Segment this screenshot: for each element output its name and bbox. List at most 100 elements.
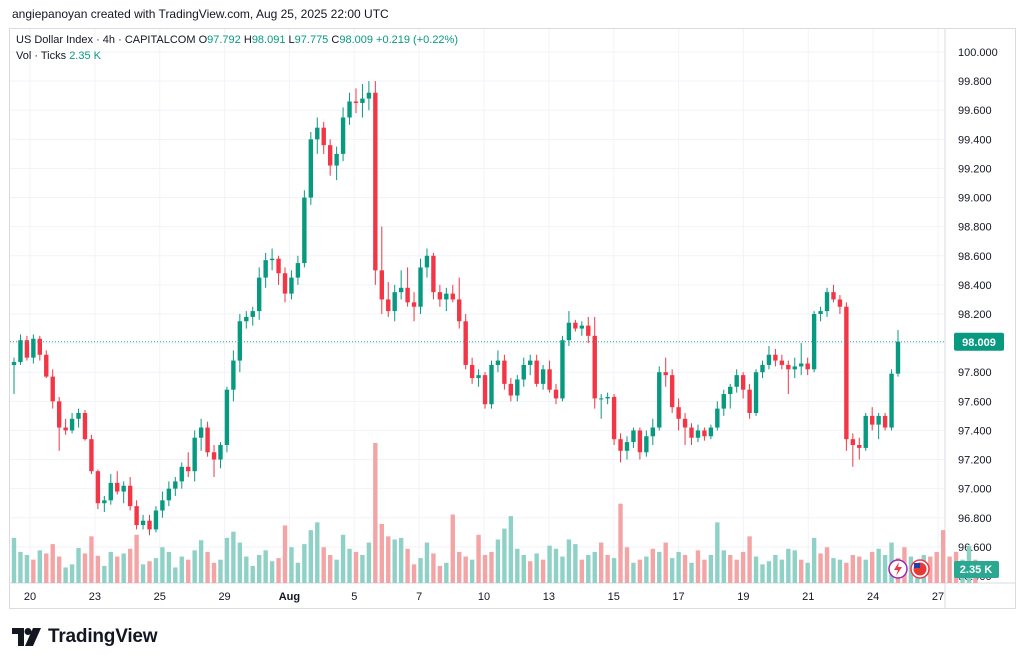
y-tick-label: 99.600: [958, 105, 992, 117]
candle-body: [257, 277, 262, 312]
volume-bar: [579, 559, 585, 583]
candle-body: [224, 389, 230, 445]
candle-body: [89, 439, 94, 472]
y-tick-label: 100.000: [958, 47, 998, 59]
volume-bar: [192, 550, 197, 583]
candle-body: [315, 127, 320, 140]
candle-body: [476, 375, 481, 379]
x-tick-label: 21: [802, 591, 814, 603]
y-tick-label: 96.600: [958, 542, 992, 554]
candle-body: [302, 197, 307, 264]
volume-bar: [327, 555, 333, 583]
y-tick-label: 97.400: [958, 425, 992, 437]
volume-bar: [657, 551, 662, 583]
candle-body: [140, 520, 146, 526]
x-tick-label: 23: [89, 591, 101, 603]
candle-body: [805, 363, 810, 370]
volume-bar: [586, 555, 591, 583]
candle-body: [747, 389, 752, 413]
candle-body: [682, 418, 688, 428]
candle-body: [598, 398, 604, 400]
open-label: O: [198, 34, 208, 46]
candle-body: [515, 379, 520, 396]
open-value: 97.792: [207, 34, 241, 46]
volume-bar: [682, 555, 688, 583]
candle-body: [250, 311, 255, 317]
candle-body: [618, 439, 623, 451]
y-tick-label: 98.800: [958, 222, 992, 234]
y-tick-label: 99.800: [958, 76, 992, 88]
candle-body: [540, 369, 546, 384]
volume-bar: [824, 547, 830, 583]
candle-body: [121, 485, 126, 492]
candle-body: [244, 316, 249, 322]
symbol-name[interactable]: US Dollar Index · 4h · CAPITALCOM: [16, 34, 196, 46]
y-tick-label: 99.400: [958, 134, 992, 146]
volume-bar: [108, 551, 113, 583]
candle-body: [411, 302, 417, 307]
candle-body: [799, 363, 804, 367]
candle-body: [611, 396, 617, 440]
candle-body: [334, 153, 339, 166]
candle-body: [469, 364, 475, 379]
volume-bar: [205, 551, 210, 583]
x-tick-label: 13: [543, 591, 555, 603]
candle-body: [179, 466, 184, 482]
volume-bar: [353, 551, 359, 583]
volume-bar: [947, 556, 952, 583]
volume-bar: [508, 516, 514, 583]
volume-bar: [263, 550, 268, 583]
volume-bar: [50, 544, 55, 583]
volume-label[interactable]: Vol · Ticks: [16, 50, 67, 62]
y-tick-label: 97.600: [958, 396, 992, 408]
volume-bar: [134, 534, 139, 583]
candle-body: [69, 418, 75, 431]
x-tick-label: 15: [608, 591, 620, 603]
candle-body: [418, 267, 423, 307]
y-tick-label: 97.200: [958, 455, 992, 467]
candle-body: [63, 427, 68, 431]
volume-bar: [257, 555, 262, 583]
volume-bar: [198, 540, 204, 583]
candle-body: [650, 427, 655, 437]
candle-body: [495, 360, 501, 365]
tradingview-logo-icon: [12, 628, 41, 646]
volume-bar: [689, 562, 694, 583]
last-price-tag: [954, 332, 1004, 351]
x-tick-label: 10: [478, 591, 490, 603]
lightning-bolt-icon: [894, 562, 902, 576]
candle-body: [837, 299, 843, 307]
candle-body: [753, 372, 759, 413]
volume-bar: [553, 548, 559, 583]
candle-body: [657, 372, 662, 428]
volume-bar: [82, 553, 88, 583]
y-tick-label: 99.000: [958, 193, 992, 205]
candle-body: [398, 287, 404, 293]
candle-body: [528, 360, 533, 365]
candle-body: [37, 338, 43, 355]
candle-body: [76, 412, 81, 419]
volume-bar: [37, 550, 43, 583]
volume-bar: [392, 539, 397, 583]
tradingview-logo[interactable]: TradingView: [12, 626, 158, 648]
volume-bar: [676, 551, 681, 583]
x-tick-label: 29: [218, 591, 230, 603]
candle-body: [740, 375, 746, 390]
volume-bar: [831, 558, 836, 583]
candle-body: [231, 360, 236, 390]
volume-bar: [269, 561, 275, 583]
volume-bar: [592, 551, 597, 583]
volume-bar: [805, 562, 810, 583]
candle-body: [321, 127, 326, 146]
volume-bar: [515, 548, 520, 583]
candle-body: [186, 466, 191, 472]
candle-body: [276, 258, 281, 274]
candle-body: [779, 360, 785, 365]
candle-body: [715, 408, 720, 428]
candle-body: [431, 255, 436, 293]
candle-body: [895, 341, 901, 374]
y-tick-label: 97.000: [958, 484, 992, 496]
volume-bar: [779, 559, 785, 583]
high-label: H: [243, 34, 252, 46]
